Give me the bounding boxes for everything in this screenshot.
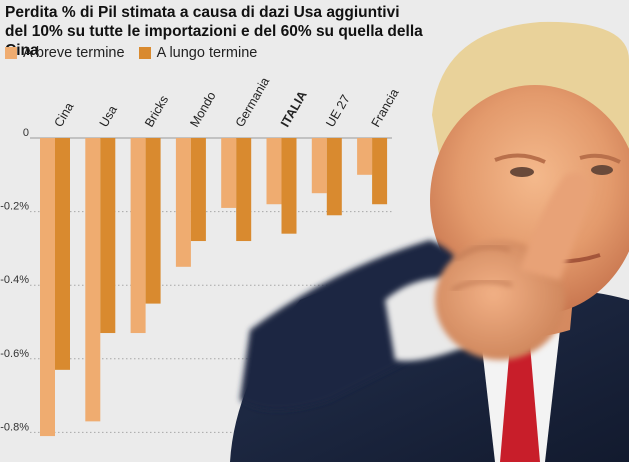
bars <box>40 138 388 437</box>
y-tick-label: -0.6% <box>0 348 29 360</box>
legend-item-long-term: A lungo termine <box>138 45 258 61</box>
chart-title: Perdita % di Pil stimata a causa di dazi… <box>5 3 445 60</box>
bar-long-term-cina <box>55 138 70 370</box>
bar-short-term-germania <box>221 138 237 208</box>
legend-item-short-term: A breve termine <box>5 45 125 61</box>
y-tick-label: 0 <box>23 127 29 139</box>
legend-swatch-short-term <box>5 47 17 59</box>
legend: A breve termine A lungo termine <box>5 45 271 61</box>
bar-short-term-ue-27 <box>311 138 327 194</box>
title-line-1: Perdita % di Pil stimata a causa di dazi… <box>5 4 400 21</box>
bar-long-term-ue-27 <box>326 138 342 216</box>
y-tick-label: -0.4% <box>0 274 29 286</box>
bar-long-term-mondo <box>190 138 206 242</box>
bar-short-term-francia <box>357 138 373 175</box>
bar-long-term-usa <box>100 138 116 334</box>
legend-label-long-term: A lungo termine <box>156 45 258 61</box>
bar-short-term-italia <box>266 138 282 205</box>
bar-long-term-francia <box>372 138 388 205</box>
bar-short-term-bricks <box>130 138 146 334</box>
y-axis-labels: 0 -0.2% -0.4% -0.6% -0.8% <box>0 127 29 433</box>
bar-short-term-cina <box>40 138 55 437</box>
bar-long-term-italia <box>281 138 297 234</box>
y-tick-label: -0.8% <box>0 421 29 433</box>
y-tick-label: -0.2% <box>0 201 29 213</box>
legend-label-short-term: A breve termine <box>23 45 125 61</box>
bar-short-term-mondo <box>175 138 191 267</box>
legend-swatch-long-term <box>138 47 151 59</box>
bar-long-term-bricks <box>145 138 161 304</box>
bar-short-term-usa <box>85 138 101 422</box>
bar-long-term-germania <box>236 138 252 242</box>
